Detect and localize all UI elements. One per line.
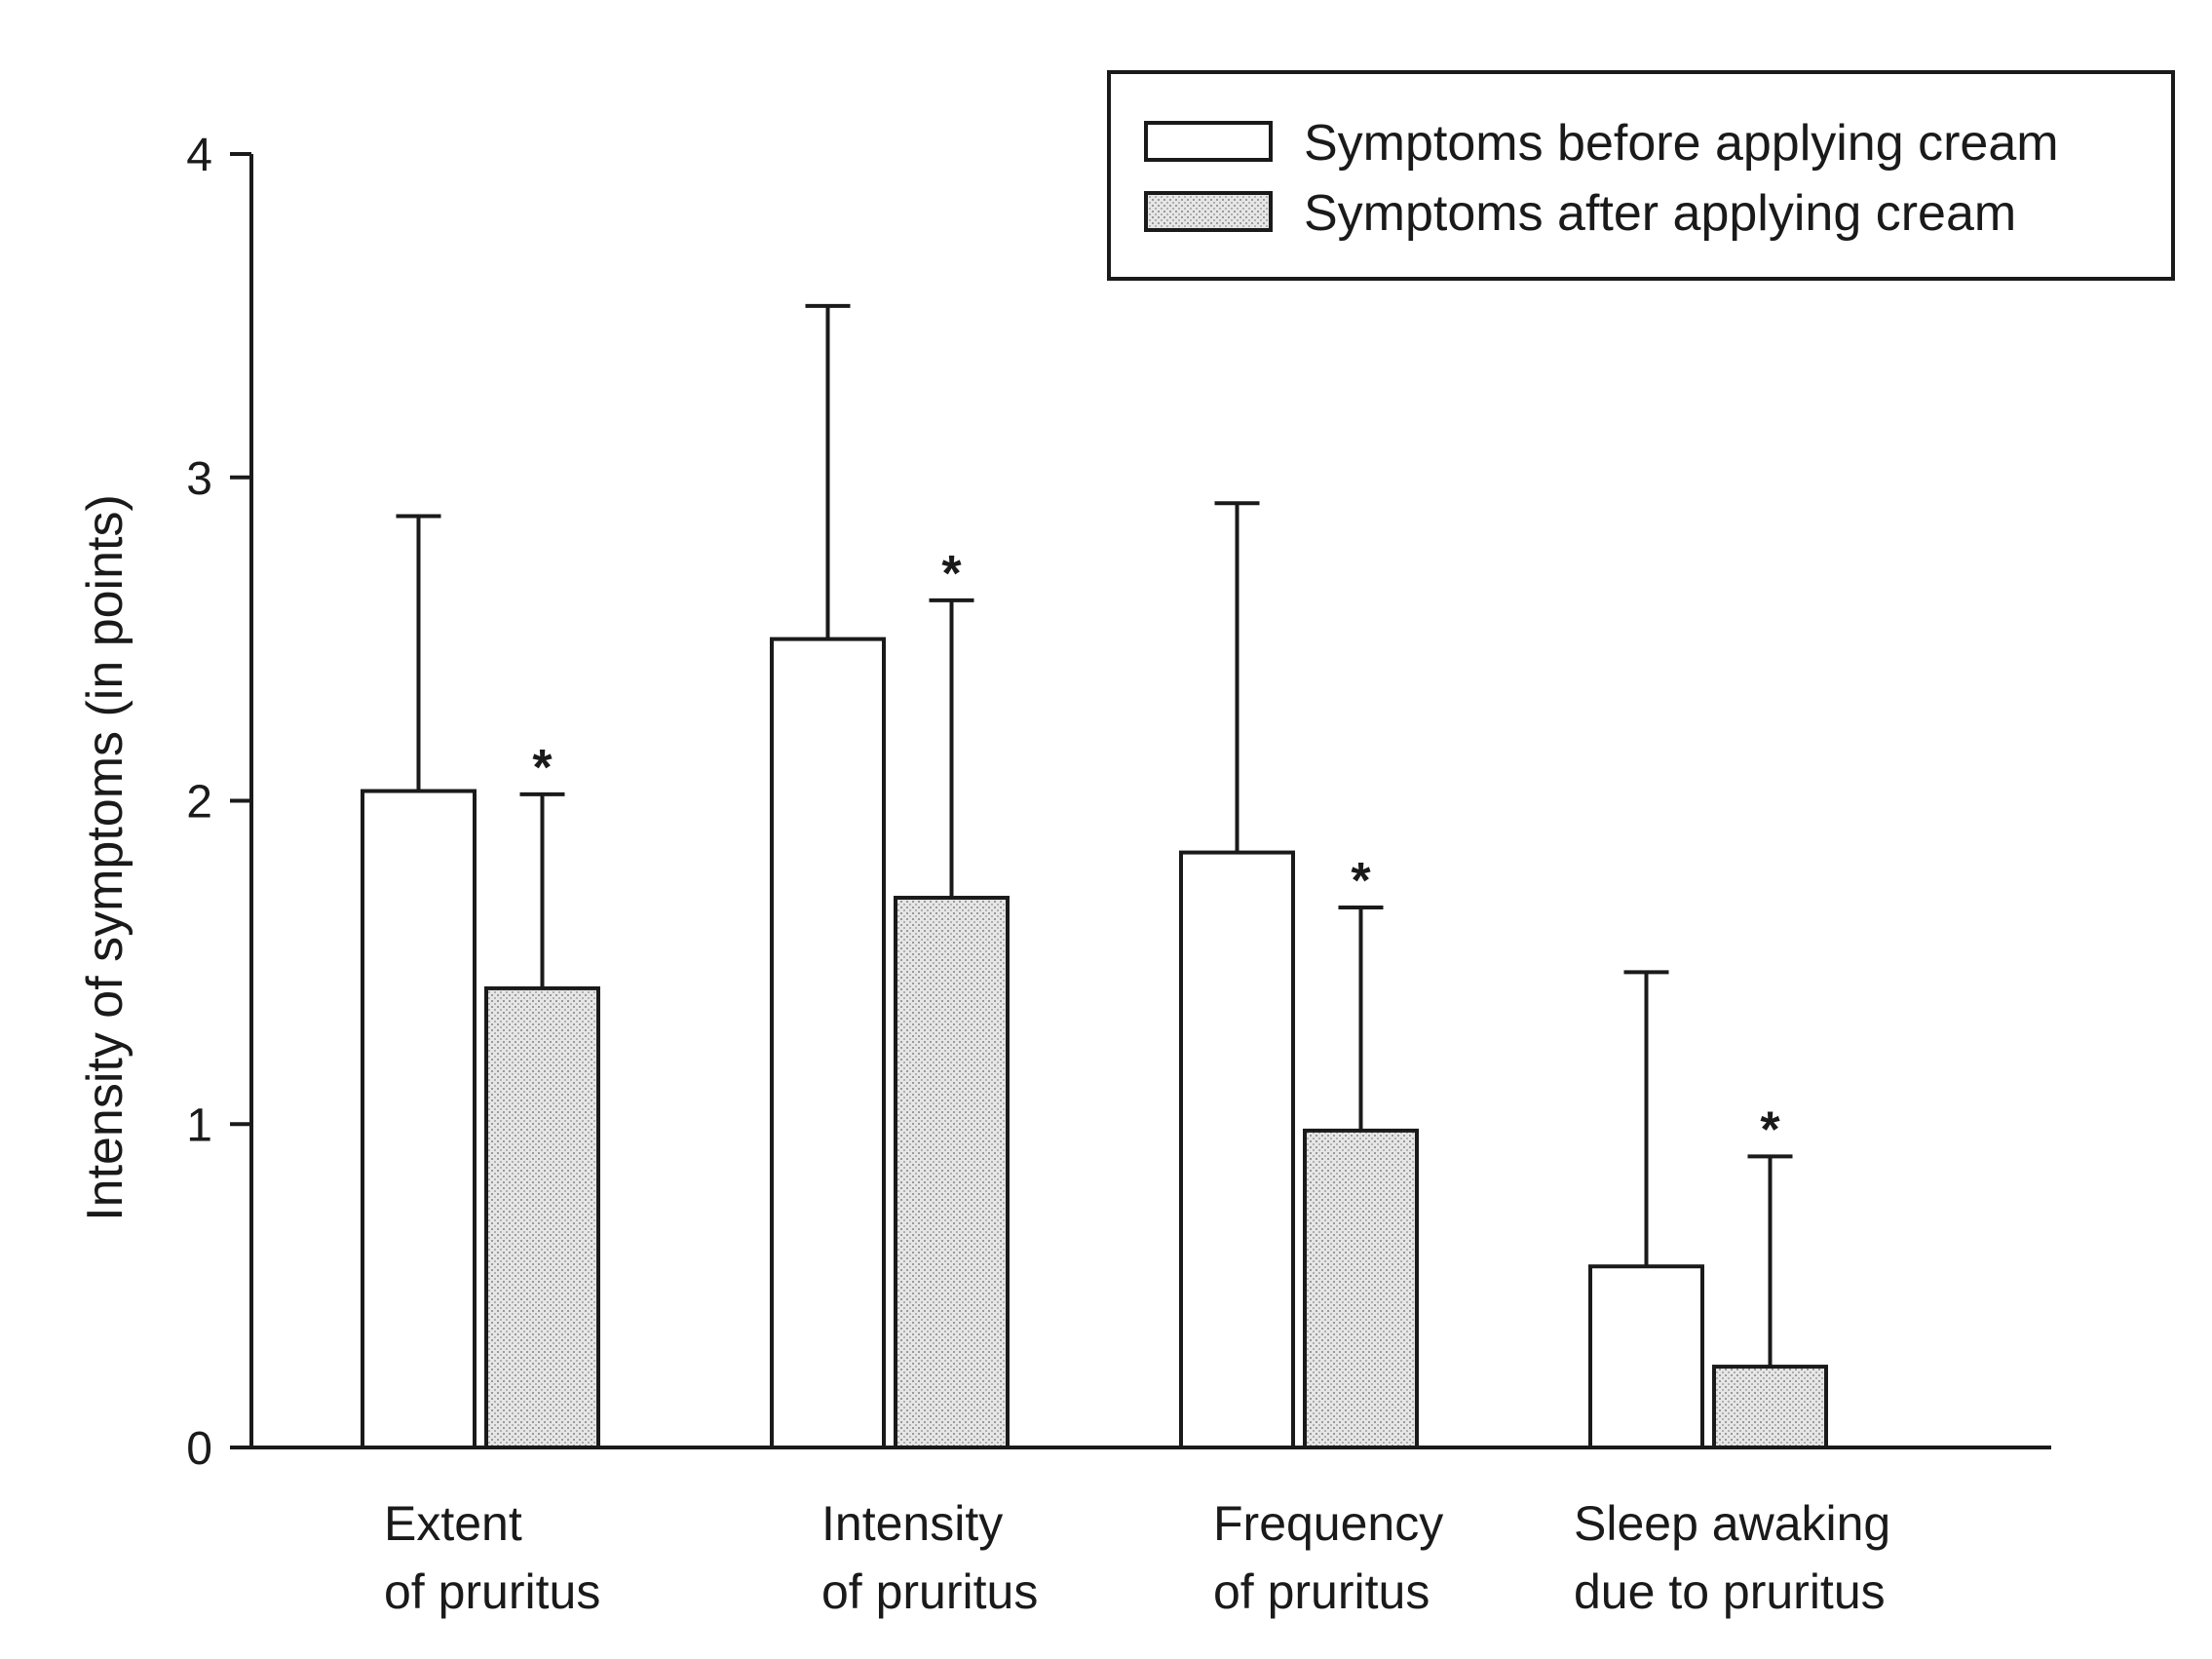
x-tick-label: due to pruritus: [1574, 1564, 1886, 1619]
x-tick-label: of pruritus: [1213, 1564, 1430, 1619]
x-tick-label: of pruritus: [821, 1564, 1038, 1619]
bar-after: [1303, 1128, 1419, 1449]
legend-swatch-before: [1144, 121, 1273, 162]
x-tick-label: Extent: [384, 1496, 522, 1551]
y-tick-label: 1: [186, 1100, 212, 1151]
legend: Symptoms before applying cream Symptoms …: [1107, 70, 2175, 281]
legend-box: [1107, 70, 2175, 281]
significance-marker: *: [941, 546, 962, 602]
bar-after: [894, 896, 1010, 1449]
y-tick-label: 2: [186, 777, 212, 829]
bar-after: [1712, 1365, 1828, 1449]
bar-before: [1179, 850, 1295, 1449]
significance-marker: *: [1351, 853, 1371, 909]
significance-marker: *: [1760, 1101, 1780, 1158]
x-tick-label: Frequency: [1213, 1496, 1443, 1551]
legend-label-after: Symptoms after applying cream: [1304, 185, 2016, 242]
bars: * * * *: [361, 303, 1828, 1449]
bar-before: [770, 637, 886, 1449]
y-tick-label: 0: [186, 1423, 212, 1475]
x-labels: Extent of pruritus Intensity of pruritus Fre…: [384, 1496, 1890, 1619]
bar-after: [484, 985, 600, 1449]
y-tick-label: 4: [186, 130, 212, 181]
x-tick-label: Intensity: [821, 1496, 1003, 1551]
bar-before: [1588, 1264, 1704, 1449]
bar-before: [361, 789, 477, 1449]
significance-marker: *: [532, 740, 553, 796]
y-ticks: 0 1 2 3 4: [186, 130, 251, 1475]
y-axis-title: Intensity of symptoms (in points): [77, 494, 133, 1221]
x-tick-label: Sleep awaking: [1574, 1496, 1890, 1551]
legend-swatch-after: [1144, 191, 1273, 232]
y-tick-label: 3: [186, 453, 212, 505]
legend-label-before: Symptoms before applying cream: [1304, 115, 2059, 172]
x-tick-label: of pruritus: [384, 1564, 600, 1619]
